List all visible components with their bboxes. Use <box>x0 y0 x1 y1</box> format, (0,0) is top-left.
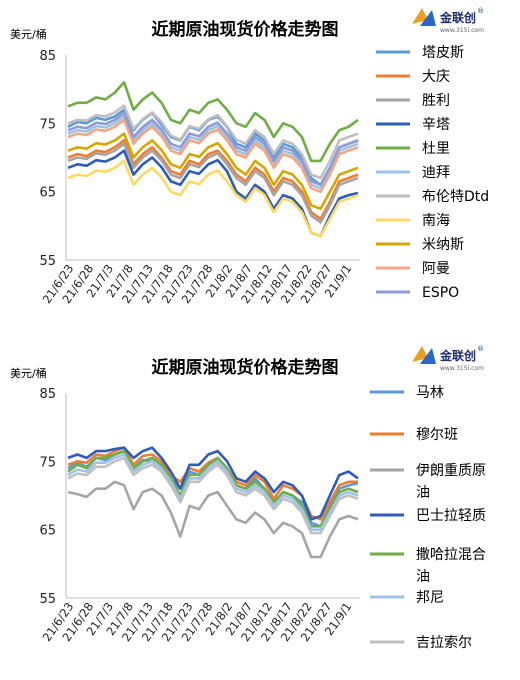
y-tick-label: 55 <box>39 254 56 269</box>
legend-label: 迪拜 <box>422 165 450 181</box>
legend-label: 胜利 <box>422 93 450 109</box>
chart-panel-2: 近期原油现货价格走势图美元/桶5565758521/6/2321/6/2821/… <box>10 357 486 651</box>
y-axis-label: 美元/桶 <box>10 366 47 380</box>
y-tick-label: 65 <box>39 524 56 539</box>
brand-logo: 金联创 ® www.315i.com <box>412 7 484 34</box>
legend-label-cont: 油 <box>416 569 430 585</box>
y-tick-label: 65 <box>39 186 56 201</box>
series-line-6 <box>67 115 359 190</box>
logo-mark-icon <box>420 10 436 26</box>
brand-url: www.315i.com <box>440 365 484 372</box>
y-tick-label: 85 <box>39 49 56 64</box>
legend-label: 布伦特Dtd <box>422 189 489 205</box>
legend-label: ESPO <box>422 285 459 301</box>
legend-label: 阿曼 <box>422 261 450 277</box>
series-line-7 <box>67 456 359 535</box>
series-line-5 <box>67 449 359 528</box>
legend-label: 邦尼 <box>416 590 444 606</box>
logo-mark-icon <box>412 8 428 24</box>
series-line-8 <box>67 159 359 238</box>
legend-label: 伊朗重质原 <box>416 463 486 479</box>
series-line-7 <box>67 104 359 180</box>
y-tick-label: 75 <box>39 117 56 132</box>
series-line-9 <box>67 132 359 211</box>
legend-label: 塔皮斯 <box>422 45 464 61</box>
legend-label: 南海 <box>422 213 450 229</box>
series-line-3 <box>67 142 359 224</box>
legend-label: 吉拉索尔 <box>416 634 472 651</box>
series-line-11 <box>67 111 359 187</box>
legend-label: 大庆 <box>422 69 450 85</box>
series-line-4 <box>67 149 359 238</box>
series-line-6 <box>67 453 359 532</box>
series-line-10 <box>67 118 359 193</box>
series-line-4 <box>67 446 359 521</box>
logo-mark-icon <box>412 346 428 362</box>
legend-label: 杜里 <box>422 141 450 157</box>
legend-label: 辛塔 <box>422 117 450 133</box>
brand-name: 金联创 <box>439 348 476 363</box>
y-tick-label: 55 <box>39 592 56 607</box>
legend-label: 穆尔班 <box>416 427 458 443</box>
series-line-5 <box>67 81 359 163</box>
brand-registered-mark: ® <box>477 7 484 15</box>
chart-panel-1: 近期原油现货价格走势图美元/桶5565758521/6/2321/6/2821/… <box>10 19 489 306</box>
legend-label: 巴士拉轻质 <box>416 508 486 524</box>
brand-registered-mark: ® <box>477 345 484 353</box>
legend-label: 米纳斯 <box>422 237 464 253</box>
legend-label: 撒哈拉混合 <box>416 547 486 563</box>
logo-mark-icon <box>420 348 436 364</box>
legend-label: 马林 <box>416 385 444 401</box>
brand-name: 金联创 <box>439 10 476 25</box>
brand-url: www.315i.com <box>440 27 484 34</box>
chart-title: 近期原油现货价格走势图 <box>152 357 339 378</box>
chart-title: 近期原油现货价格走势图 <box>152 19 339 40</box>
brand-logo: 金联创 ® www.315i.com <box>412 345 484 372</box>
y-axis-label: 美元/桶 <box>10 27 47 41</box>
series-line-3 <box>67 480 359 559</box>
legend-label-cont: 油 <box>416 485 430 501</box>
y-tick-label: 75 <box>39 455 56 470</box>
series-line-2 <box>67 139 359 221</box>
y-tick-label: 85 <box>39 387 56 402</box>
